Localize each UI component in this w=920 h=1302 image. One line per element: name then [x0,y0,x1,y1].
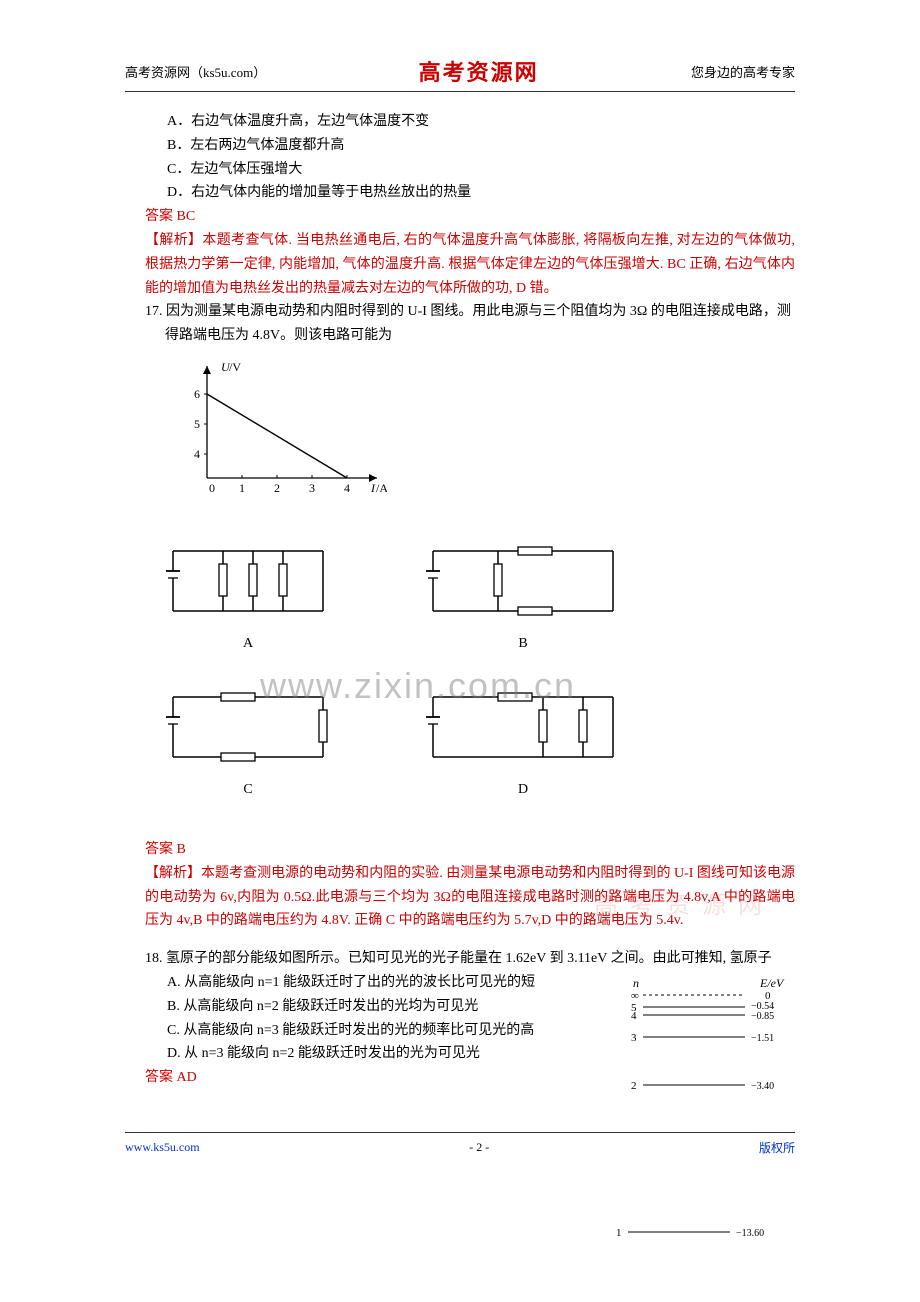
q17-number: 17. [145,304,163,319]
q18-stem: 18. 氢原子的部分能级如图所示。已知可见光的光子能量在 1.62eV 到 3.… [145,947,795,971]
circuit-a-label: A [243,636,253,652]
svg-text:4: 4 [344,481,350,495]
extra-n: 1 [616,1227,622,1239]
svg-text:6: 6 [194,387,200,401]
q18-option-a: A. 从高能级向 n=1 能级跃迁时了出的光的波长比可见光的短 [125,971,625,995]
footer-page-number: - 2 - [469,1140,489,1155]
header-center-logo: 高考资源网 [419,55,539,87]
q16-option-d: D．右边气体内能的增加量等于电热丝放出的热量 [125,181,795,205]
q17-answer: 答案 B [125,838,795,862]
q16-option-a: A．右边气体温度升高，左边气体温度不变 [125,110,795,134]
svg-text:1: 1 [239,481,245,495]
q16-option-b: B．左右两边气体温度都升高 [125,134,795,158]
circuit-a: A [163,536,333,652]
circuit-c-label: C [243,782,252,798]
header-left: 高考资源网（ks5u.com） [125,62,266,81]
svg-text:−1.51: −1.51 [751,1033,774,1044]
q18-number: 18. [145,951,163,966]
q17-circuits: A B [125,508,795,838]
q16-answer: 答案 BC [125,205,795,229]
svg-text:5: 5 [194,417,200,431]
svg-text:4: 4 [631,1010,637,1022]
q18-extra-level: 1 −13.60 [610,1222,780,1246]
header-right: 您身边的高考专家 [691,62,795,81]
q17-text: 因为测量某电源电动势和内阻时得到的 U-I 图线。用此电源与三个阻值均为 3Ω … [165,304,791,343]
q16-option-c: C．左边气体压强增大 [125,158,795,182]
svg-text:2: 2 [274,481,280,495]
svg-text:4: 4 [194,447,200,461]
circuit-b: B [423,536,623,652]
q18-energy-diagram: n E/eV ∞ 0 5 −0.54 4 −0.85 3 −1.51 2 −3.… [625,971,795,1110]
q17-stem: 17. 因为测量某电源电动势和内阻时得到的 U-I 图线。用此电源与三个阻值均为… [145,300,795,348]
q18-text: 氢原子的部分能级如图所示。已知可见光的光子能量在 1.62eV 到 3.11eV… [166,951,772,966]
svg-text:3: 3 [631,1032,637,1044]
q17-ui-graph: U /V I /A 0 1 2 3 4 4 5 6 [125,348,795,508]
circuit-d: D [423,682,623,798]
q18-answer: 答案 AD [125,1066,625,1090]
svg-text:−3.40: −3.40 [751,1081,774,1092]
page-header: 高考资源网（ks5u.com） 高考资源网 您身边的高考专家 [125,55,795,92]
svg-text:−0.85: −0.85 [751,1011,774,1022]
svg-text:2: 2 [631,1080,637,1092]
extra-e: −13.60 [736,1228,764,1239]
svg-text:3: 3 [309,481,315,495]
page-footer: www.ks5u.com - 2 - 版权所 [125,1132,795,1156]
e-label: E/eV [759,976,785,990]
q18-option-c: C. 从高能级向 n=3 能级跃迁时发出的光的频率比可见光的高 [125,1019,625,1043]
svg-text:∞: ∞ [631,990,639,1002]
q17-explain: 【解析】本题考查测电源的电动势和内阻的实验. 由测量某电源电动势和内阻时得到的 … [125,862,795,933]
q16-explain: 【解析】本题考查气体. 当电热丝通电后, 右的气体温度升高气体膨胀, 将隔板向左… [125,229,795,300]
n-label: n [633,976,639,990]
circuit-b-label: B [518,636,527,652]
circuit-c: C [163,682,333,798]
q18-option-b: B. 从高能级向 n=2 能级跃迁时发出的光均为可见光 [125,995,625,1019]
circuit-d-label: D [518,782,528,798]
footer-right: 版权所 [759,1139,795,1156]
footer-left: www.ks5u.com [125,1140,200,1155]
svg-text:/A: /A [376,481,387,495]
svg-text:/V: /V [229,360,241,374]
q18-option-d: D. 从 n=3 能级向 n=2 能级跃迁时发出的光为可见光 [125,1042,625,1066]
svg-text:0: 0 [209,481,215,495]
